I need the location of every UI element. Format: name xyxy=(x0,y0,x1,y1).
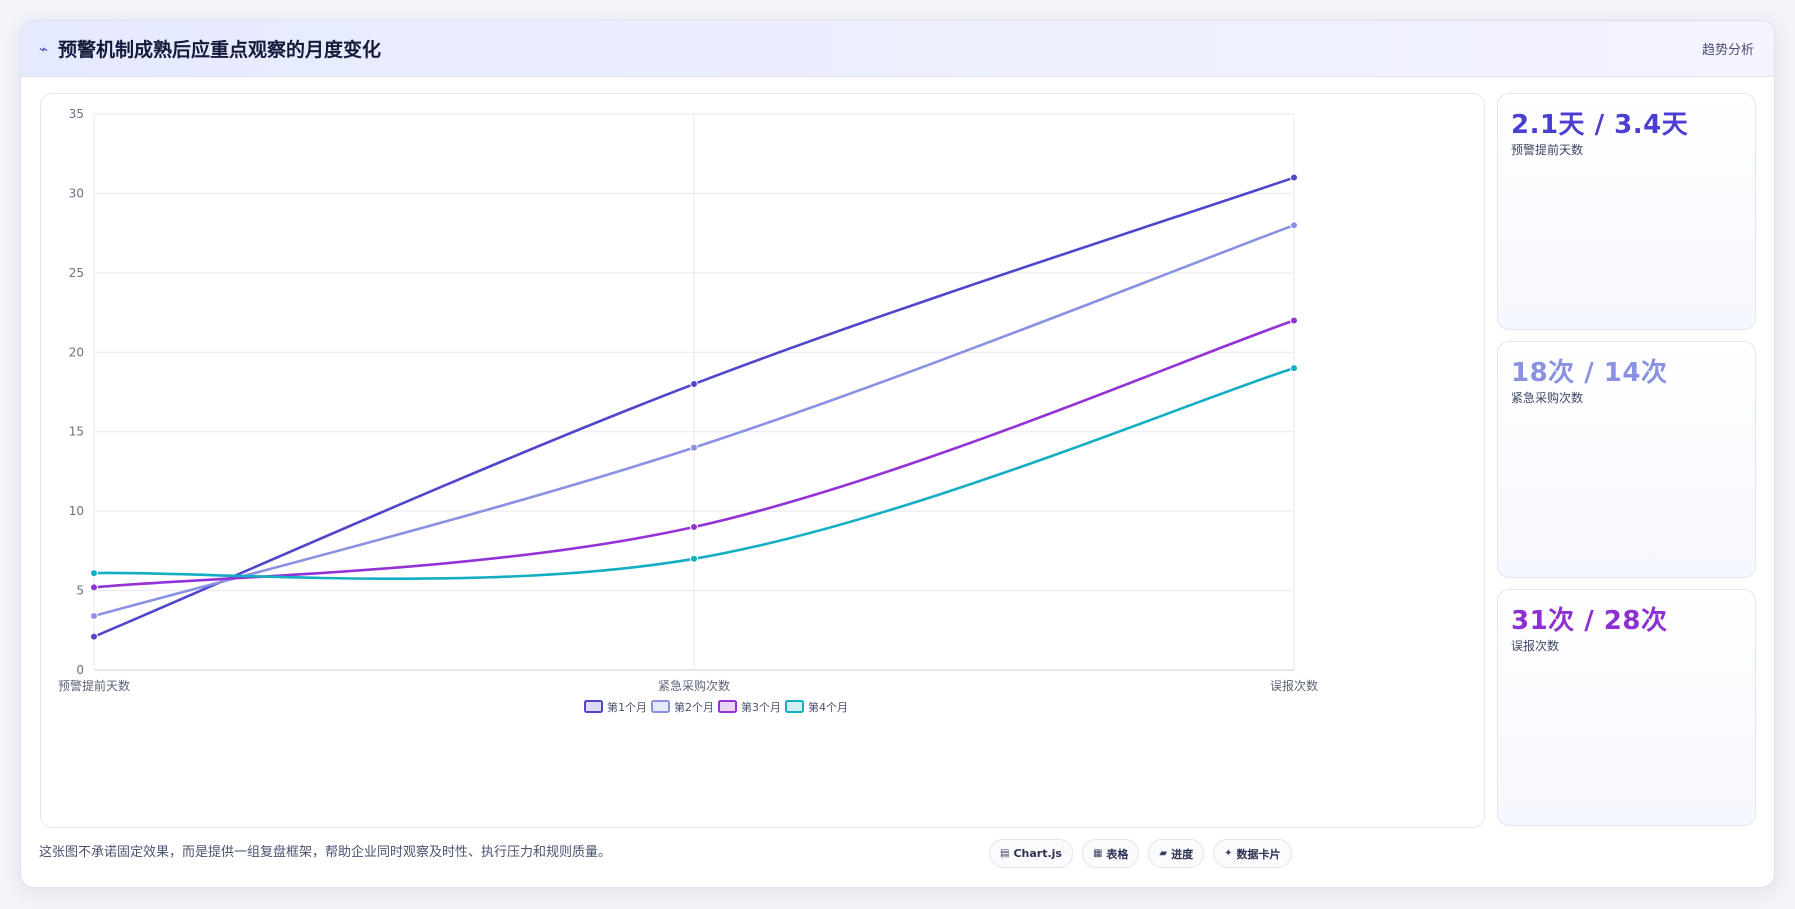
pill-progress[interactable]: ▰ 进度 xyxy=(1148,839,1205,868)
data-point xyxy=(1290,364,1298,373)
data-point xyxy=(690,523,698,532)
y-tick-label: 5 xyxy=(76,584,84,598)
title-wrap: ⌁ 预警机制成熟后应重点观察的月度变化 xyxy=(39,21,381,76)
pill-label: 数据卡片 xyxy=(1236,847,1281,861)
legend-swatch xyxy=(718,700,737,713)
stat-label: 紧急采购次数 xyxy=(1511,391,1584,405)
pill-chartjs[interactable]: ▤ Chart.js xyxy=(989,839,1073,868)
stat-value: 31次 / 28次 xyxy=(1511,606,1668,636)
table-icon: ▦ xyxy=(1092,848,1103,859)
data-point xyxy=(690,443,698,452)
y-tick-label: 15 xyxy=(69,425,84,439)
legend-label: 第3个月 xyxy=(741,700,781,714)
chart-trend-icon: ⌁ xyxy=(39,39,49,58)
chart-panel: 0 5 10 15 20 25 30 35 预警提前天数 紧急采购次数 误报次数第1个月 第2个月 第3… xyxy=(40,93,1485,828)
y-tick-label: 25 xyxy=(69,266,84,280)
data-point xyxy=(1290,173,1298,182)
page-title: 预警机制成熟后应重点观察的月度变化 xyxy=(58,39,382,61)
card-header: ⌁ 预警机制成熟后应重点观察的月度变化 趋势分析 xyxy=(21,21,1774,77)
stat-card-urgent-purchase: 18次 / 14次 紧急采购次数 xyxy=(1497,341,1756,578)
data-point xyxy=(690,380,698,389)
legend-label: 第1个月 xyxy=(607,700,647,714)
stat-value: 2.1天 / 3.4天 xyxy=(1511,110,1689,140)
stat-card-false-alarm: 31次 / 28次 误报次数 xyxy=(1497,589,1756,826)
data-point xyxy=(1290,316,1298,325)
y-tick-label: 20 xyxy=(69,345,84,359)
progress-icon: ▰ xyxy=(1159,848,1168,859)
data-point xyxy=(90,583,98,592)
y-tick-label: 30 xyxy=(69,186,84,200)
legend-label: 第2个月 xyxy=(674,700,714,714)
stat-card-warning-days: 2.1天 / 3.4天 预警提前天数 xyxy=(1497,93,1756,330)
feature-pills: ▤ Chart.js ▦ 表格 ▰ 进度 ✦ 数据卡片 xyxy=(989,839,1292,868)
data-point xyxy=(90,569,98,578)
footer-note: 这张图不承诺固定效果，而是提供一组复盘框架，帮助企业同时观察及时性、执行压力和规… xyxy=(39,845,612,860)
pill-data-card[interactable]: ✦ 数据卡片 xyxy=(1213,839,1292,868)
x-tick-label: 误报次数 xyxy=(1270,678,1318,693)
pill-label: 表格 xyxy=(1106,847,1129,861)
legend-swatch xyxy=(651,700,670,713)
data-card-icon: ✦ xyxy=(1224,848,1233,859)
x-tick-label: 紧急采购次数 xyxy=(658,678,730,693)
stat-label: 误报次数 xyxy=(1511,639,1560,653)
legend-swatch xyxy=(584,700,603,713)
data-point xyxy=(90,632,98,641)
chart-card: ⌁ 预警机制成熟后应重点观察的月度变化 趋势分析 0 5 10 15 20 25 30 35 预… xyxy=(20,20,1775,888)
data-point xyxy=(1290,221,1298,230)
trend-analysis-tag: 趋势分析 xyxy=(1701,43,1754,58)
y-tick-label: 0 xyxy=(76,663,84,677)
x-tick-label: 预警提前天数 xyxy=(58,678,130,693)
stat-value: 18次 / 14次 xyxy=(1511,358,1668,388)
data-point xyxy=(90,611,98,620)
stat-label: 预警提前天数 xyxy=(1511,143,1584,157)
pill-label: 进度 xyxy=(1171,847,1194,861)
chart-icon: ▤ xyxy=(1000,848,1010,859)
data-point xyxy=(690,554,698,563)
pill-table[interactable]: ▦ 表格 xyxy=(1081,839,1140,868)
y-tick-label: 35 xyxy=(69,107,84,121)
pill-label: Chart.js xyxy=(1013,847,1062,860)
legend-swatch xyxy=(785,700,804,713)
legend-label: 第4个月 xyxy=(808,700,848,714)
y-tick-label: 10 xyxy=(69,504,84,518)
